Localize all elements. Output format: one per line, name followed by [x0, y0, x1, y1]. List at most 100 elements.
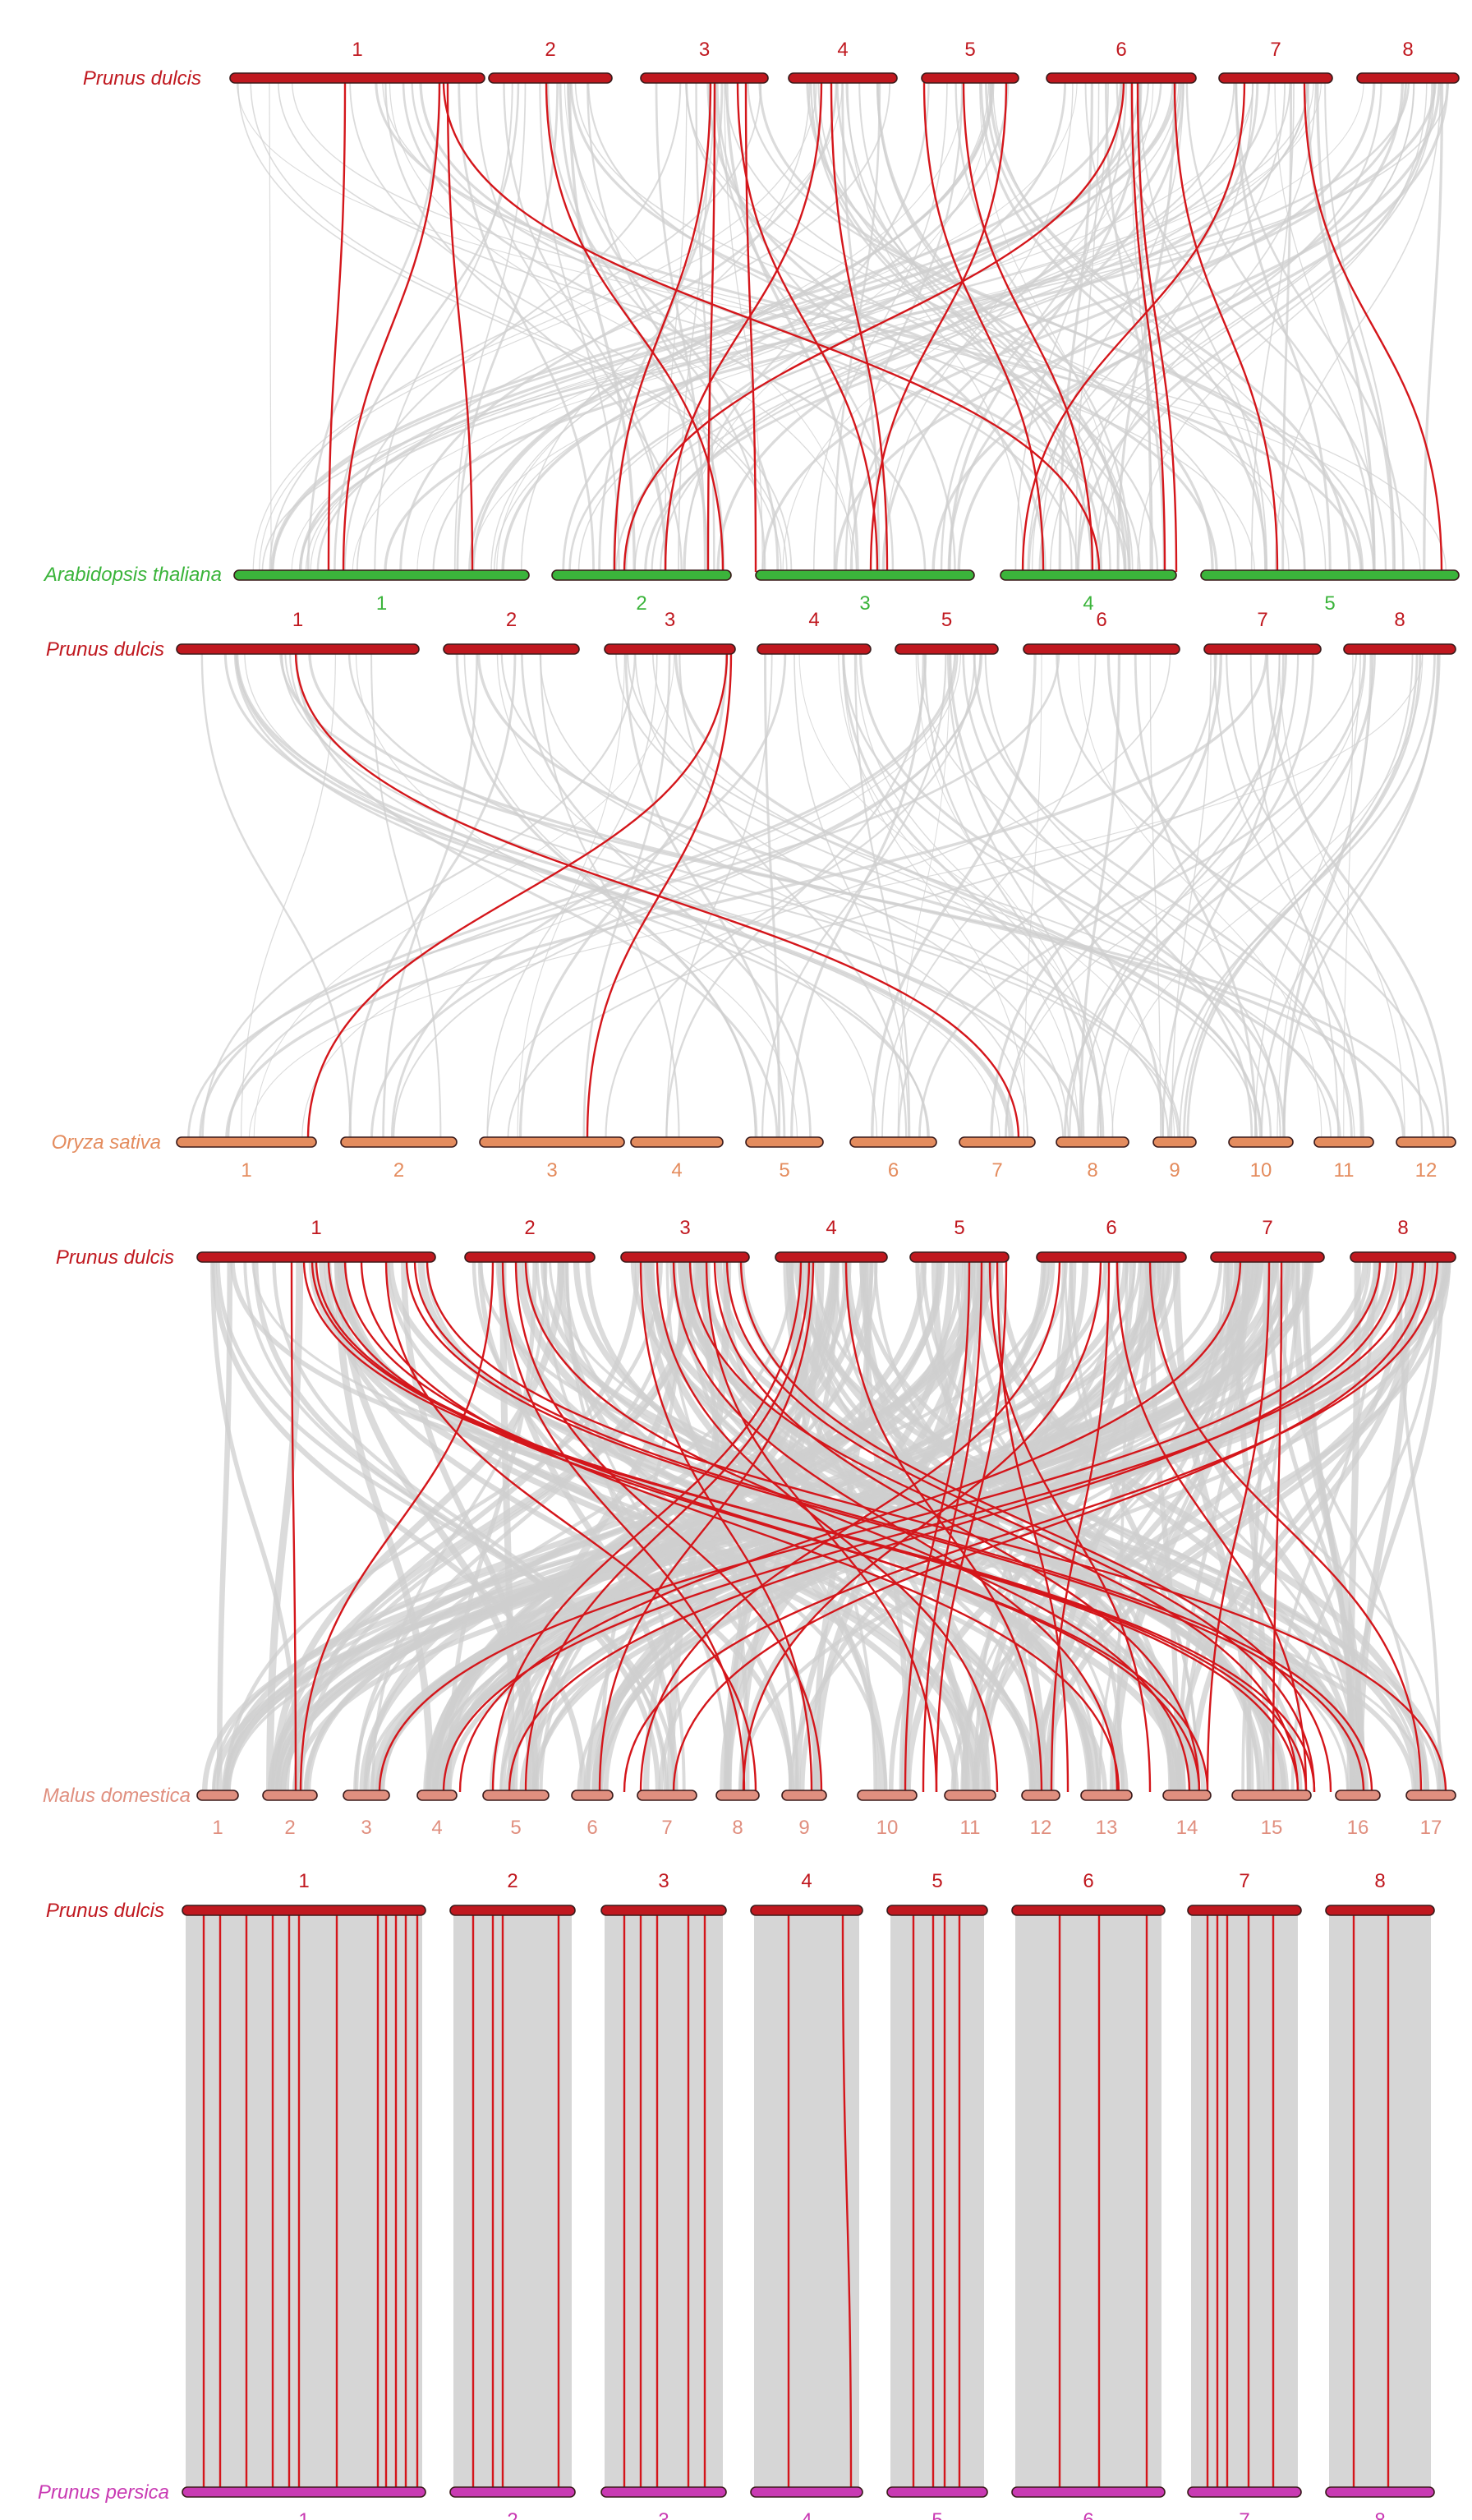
gray-synteny-block: [890, 1910, 984, 2492]
bottom-chromosome-label: 6: [586, 1817, 597, 1839]
bottom-chromosome-bar: [182, 2486, 426, 2498]
top-chromosome-bar: [1343, 643, 1456, 655]
bottom-chromosome-label: 12: [1415, 1159, 1438, 1182]
bottom-species-label: Prunus persica: [38, 2481, 169, 2504]
top-chromosome-bar: [1023, 643, 1180, 655]
bottom-chromosome-label: 3: [859, 592, 870, 615]
gray-link: [517, 652, 625, 1140]
gray-link: [1274, 81, 1442, 573]
top-chromosome-label: 7: [1239, 1870, 1249, 1892]
top-species-label: Prunus dulcis: [46, 1900, 164, 1922]
bottom-chromosome-label: 1: [298, 2509, 309, 2520]
top-chromosome-bar: [182, 1905, 426, 1916]
top-chromosome-label: 4: [826, 1217, 836, 1239]
top-chromosome-bar: [443, 643, 580, 655]
bottom-chromosome-label: 3: [658, 2509, 669, 2520]
gray-link: [761, 81, 1376, 573]
red-link: [315, 1260, 1300, 1793]
red-link: [841, 1913, 853, 2490]
gray-link: [1324, 81, 1396, 573]
bottom-chromosome-label: 1: [376, 592, 387, 615]
top-chromosome-bar: [1218, 72, 1333, 84]
gray-link: [1356, 1260, 1412, 1793]
bottom-chromosome-label: 7: [991, 1159, 1002, 1182]
gray-link: [678, 81, 711, 573]
top-chromosome-bar: [604, 643, 736, 655]
gray-link: [1179, 652, 1414, 1140]
top-chromosome-label: 3: [665, 609, 675, 631]
red-link: [672, 1260, 1427, 1793]
gray-link: [269, 81, 762, 573]
gray-link: [1265, 652, 1450, 1140]
bottom-chromosome-label: 4: [431, 1817, 442, 1839]
top-chromosome-label: 8: [1402, 39, 1413, 61]
red-link: [613, 81, 712, 573]
gray-link: [1005, 652, 1367, 1140]
red-link: [725, 1260, 1316, 1793]
gray-synteny-block: [754, 1910, 859, 2492]
top-chromosome-label: 7: [1270, 39, 1281, 61]
bottom-chromosome-label: 8: [1374, 2509, 1385, 2520]
gray-link: [261, 81, 1449, 573]
red-link: [508, 1260, 1398, 1793]
gray-link: [1343, 652, 1354, 1140]
gray-link: [1005, 652, 1287, 1140]
bottom-chromosome-label: 2: [284, 1817, 295, 1839]
bottom-chromosome-label: 10: [1250, 1159, 1272, 1182]
bottom-species-label: Arabidopsis thaliana: [43, 564, 222, 586]
bottom-chromosome-label: 10: [876, 1817, 899, 1839]
top-chromosome-bar: [750, 1905, 863, 1916]
red-link: [623, 1260, 1439, 1793]
gray-link: [1423, 81, 1444, 573]
gray-link: [1097, 652, 1315, 1140]
red-link: [299, 1260, 494, 1793]
bottom-chromosome-label: 3: [546, 1159, 557, 1182]
gray-link: [812, 1260, 873, 1793]
red-link: [384, 1260, 757, 1793]
red-link: [742, 1260, 1102, 1793]
bottom-chromosome-bar: [630, 1136, 724, 1148]
gray-link: [431, 1260, 852, 1793]
gray-link: [678, 652, 908, 1140]
bottom-chromosome-label: 14: [1176, 1817, 1198, 1839]
red-link: [1050, 1260, 1111, 1793]
bottom-chromosome-bar: [1313, 1136, 1374, 1148]
gray-link: [1078, 652, 1322, 1140]
top-chromosome-bar: [1350, 1251, 1456, 1263]
gray-link: [747, 81, 1375, 573]
red-link-layer: [202, 81, 1447, 2490]
red-link: [458, 1260, 1242, 1793]
gray-link: [716, 81, 1183, 573]
bottom-chromosome-bar: [1011, 2486, 1166, 2498]
gray-link: [507, 652, 1358, 1140]
red-link: [639, 1260, 813, 1793]
gray-link: [486, 652, 658, 1140]
bottom-chromosome-label: 2: [636, 592, 646, 615]
top-chromosome-bar: [895, 643, 999, 655]
gray-synteny-block: [1015, 1910, 1162, 2492]
bottom-chromosome-label: 5: [510, 1817, 521, 1839]
red-link: [491, 1260, 803, 1793]
gray-link: [957, 81, 1405, 573]
red-link: [501, 1260, 746, 1793]
bottom-chromosome-bar: [1228, 1136, 1294, 1148]
top-chromosome-bar: [196, 1251, 436, 1263]
gray-link: [458, 81, 595, 573]
gray-link: [230, 1260, 1417, 1793]
top-chromosome-bar: [1210, 1251, 1325, 1263]
top-chromosome-label: 4: [808, 609, 819, 631]
gray-link: [225, 652, 1268, 1140]
gray-link: [1260, 652, 1441, 1140]
red-link: [290, 1260, 297, 1793]
bottom-chromosome-label: 13: [1096, 1817, 1118, 1839]
gray-link: [858, 1260, 1357, 1793]
gray-link: [1183, 652, 1422, 1140]
gray-link: [348, 652, 517, 1140]
bottom-chromosome-bar: [416, 1790, 458, 1801]
gray-link: [725, 81, 859, 573]
red-link: [294, 652, 1020, 1140]
bottom-chromosome-label: 16: [1347, 1817, 1369, 1839]
red-link: [378, 1260, 1382, 1793]
red-link: [586, 652, 733, 1140]
gray-link: [390, 652, 787, 1140]
